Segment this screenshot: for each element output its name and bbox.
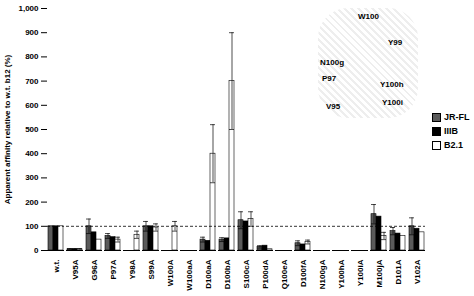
svg-text:D100aA: D100aA <box>204 259 213 289</box>
svg-text:600: 600 <box>25 101 39 110</box>
svg-text:w.t.: w.t. <box>52 260 61 274</box>
html-text:Y99: Y99 <box>388 38 403 47</box>
svg-text:200: 200 <box>25 198 39 207</box>
svg-text:100: 100 <box>25 222 39 231</box>
svg-text:700: 700 <box>25 77 39 86</box>
svg-text:D100bA: D100bA <box>223 259 232 289</box>
svg-text:Y100hA: Y100hA <box>337 259 346 289</box>
html-text:W100: W100 <box>358 12 379 21</box>
svg-text:Q100eA: Q100eA <box>280 259 289 289</box>
svg-text:300: 300 <box>25 173 39 182</box>
svg-text:0: 0 <box>34 246 39 255</box>
svg-text:800: 800 <box>25 52 39 61</box>
svg-text:Y98A: Y98A <box>128 259 137 279</box>
svg-text:W100aA: W100aA <box>185 259 194 290</box>
html-text:N100g: N100g <box>320 58 344 67</box>
svg-text:P97A: P97A <box>109 259 118 279</box>
html-text:JR-FL: JR-FL <box>444 112 470 122</box>
html-text:B2.1: B2.1 <box>444 140 463 150</box>
svg-text:D101A: D101A <box>394 259 403 284</box>
svg-text:N100gA: N100gA <box>318 259 327 289</box>
svg-text:900: 900 <box>25 28 39 37</box>
html-text:Y100h: Y100h <box>380 80 404 89</box>
svg-text:G96A: G96A <box>90 259 99 280</box>
svg-text:M100jA: M100jA <box>375 259 384 287</box>
html-text:IIIB: IIIB <box>444 126 458 136</box>
html-text:V95: V95 <box>326 102 341 111</box>
svg-text:400: 400 <box>25 149 39 158</box>
svg-text:500: 500 <box>25 125 39 134</box>
svg-text:S99A: S99A <box>147 259 156 279</box>
svg-text:V95A: V95A <box>71 259 80 279</box>
html-text:Y100i: Y100i <box>382 98 403 107</box>
svg-text:P100dA: P100dA <box>261 259 270 289</box>
svg-text:W100A: W100A <box>166 259 175 286</box>
svg-text:Apparent affinity relative to: Apparent affinity relative to w.t. b12 (… <box>3 54 12 204</box>
html-text:P97: P97 <box>322 74 337 83</box>
svg-text:Y100iA: Y100iA <box>356 259 365 286</box>
svg-text:D100fA: D100fA <box>299 259 308 287</box>
svg-text:V102A: V102A <box>413 259 422 284</box>
svg-text:S100cA: S100cA <box>242 259 251 288</box>
svg-text:1,000: 1,000 <box>18 4 39 13</box>
